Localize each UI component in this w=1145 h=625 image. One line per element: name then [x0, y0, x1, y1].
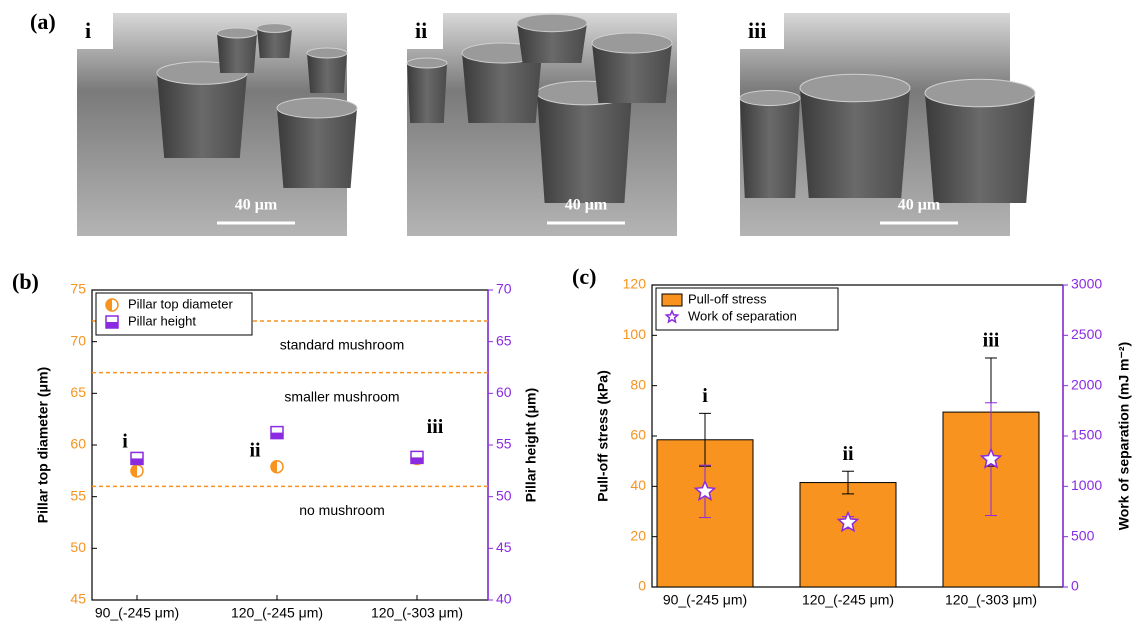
y-tick-label: 60 — [630, 427, 646, 443]
marker-fill — [411, 457, 423, 463]
pillar-top — [277, 98, 357, 118]
image-label: iii — [748, 18, 766, 43]
y2-tick-label: 45 — [496, 539, 512, 555]
y-axis-title: Pillar top diameter (μm) — [35, 367, 51, 523]
annotation: ii — [249, 439, 261, 461]
image-label-box — [77, 13, 113, 49]
y-tick-label: 70 — [70, 332, 86, 348]
pillar — [537, 93, 632, 203]
y2-tick-label: 0 — [1071, 578, 1079, 594]
legend-label: Work of separation — [688, 308, 797, 323]
pillar — [217, 33, 257, 73]
legend-swatch — [662, 294, 682, 306]
y2-tick-label: 1500 — [1071, 427, 1102, 443]
y2-tick-label: 70 — [496, 281, 512, 297]
pillar — [740, 98, 800, 198]
reference-label: standard mushroom — [280, 337, 405, 353]
y2-tick-label: 2500 — [1071, 326, 1102, 342]
reference-label: no mushroom — [299, 502, 385, 518]
y-tick-label: 45 — [70, 591, 86, 607]
legend-label: Pull-off stress — [688, 291, 767, 306]
pillar-top — [407, 58, 447, 68]
sem-image: i 40 μm — [77, 13, 357, 236]
y-tick-label: 55 — [70, 487, 86, 503]
sem-image: ii 40 μm — [407, 13, 677, 236]
scale-bar-label: 40 μm — [898, 197, 941, 214]
figure: (a) i40 μmii40 μmiii40 μm(b)455055606570… — [0, 0, 1145, 625]
pillar-top — [307, 48, 347, 58]
legend-label: Pillar height — [128, 313, 196, 328]
pillar-top — [217, 28, 257, 38]
panel-label: (a) — [30, 9, 56, 34]
y2-tick-label: 65 — [496, 332, 512, 348]
marker-fill — [271, 433, 283, 439]
y-tick-label: 100 — [623, 326, 647, 342]
pillar-top — [800, 74, 910, 102]
pillar — [407, 63, 447, 123]
scale-bar-label: 40 μm — [235, 197, 278, 214]
panel-label: (c) — [572, 264, 596, 289]
y-tick-label: 75 — [70, 281, 86, 297]
reference-label: smaller mushroom — [284, 388, 399, 404]
y2-tick-label: 2000 — [1071, 376, 1102, 392]
marker-fill — [131, 458, 143, 464]
image-label: i — [85, 18, 91, 43]
marker-fill — [106, 322, 118, 328]
x-tick-label: 120_(-303 μm) — [371, 605, 463, 621]
y2-tick-label: 1000 — [1071, 477, 1102, 493]
y2-tick-label: 60 — [496, 384, 512, 400]
x-tick-label: 120_(-303 μm) — [945, 592, 1037, 608]
x-tick-label: 90_(-245 μm) — [663, 592, 747, 608]
pillar — [157, 73, 247, 158]
y-tick-label: 20 — [630, 527, 646, 543]
image-label: ii — [415, 18, 427, 43]
pillar-top — [257, 24, 292, 33]
pillar — [277, 108, 357, 188]
x-tick-label: 90_(-245 μm) — [95, 605, 179, 621]
annotation: iii — [427, 416, 444, 438]
annotation: ii — [842, 443, 854, 465]
panel-label: (b) — [12, 269, 39, 294]
y-tick-label: 65 — [70, 384, 86, 400]
y-tick-label: 50 — [70, 539, 86, 555]
x-tick-label: 120_(-245 μm) — [231, 605, 323, 621]
y2-tick-label: 55 — [496, 436, 512, 452]
annotation: i — [122, 430, 128, 452]
y2-axis-title: Pillar height (μm) — [523, 388, 539, 502]
annotation: iii — [983, 330, 1000, 352]
y-tick-label: 60 — [70, 436, 86, 452]
pillar-top — [740, 91, 800, 106]
y-tick-label: 0 — [638, 578, 646, 594]
y2-tick-label: 3000 — [1071, 276, 1102, 292]
x-tick-label: 120_(-245 μm) — [802, 592, 894, 608]
annotation: i — [702, 385, 708, 407]
y2-axis-title: Work of separation (mJ m⁻²) — [1116, 342, 1132, 530]
y-tick-label: 80 — [630, 376, 646, 392]
legend-label: Pillar top diameter — [128, 296, 233, 311]
pillar — [307, 53, 347, 93]
y2-tick-label: 500 — [1071, 527, 1095, 543]
sem-image: iii 40 μm — [740, 13, 1035, 236]
y2-tick-label: 50 — [496, 487, 512, 503]
bar — [800, 483, 896, 587]
y-tick-label: 120 — [623, 276, 647, 292]
pillar-top — [517, 14, 587, 32]
pillar — [800, 88, 910, 198]
pillar-top — [592, 33, 672, 53]
scale-bar-label: 40 μm — [565, 197, 608, 214]
pillar-top — [925, 79, 1035, 107]
y-tick-label: 40 — [630, 477, 646, 493]
y2-tick-label: 40 — [496, 591, 512, 607]
pillar — [925, 93, 1035, 203]
y-axis-title: Pull-off stress (kPa) — [595, 370, 611, 501]
